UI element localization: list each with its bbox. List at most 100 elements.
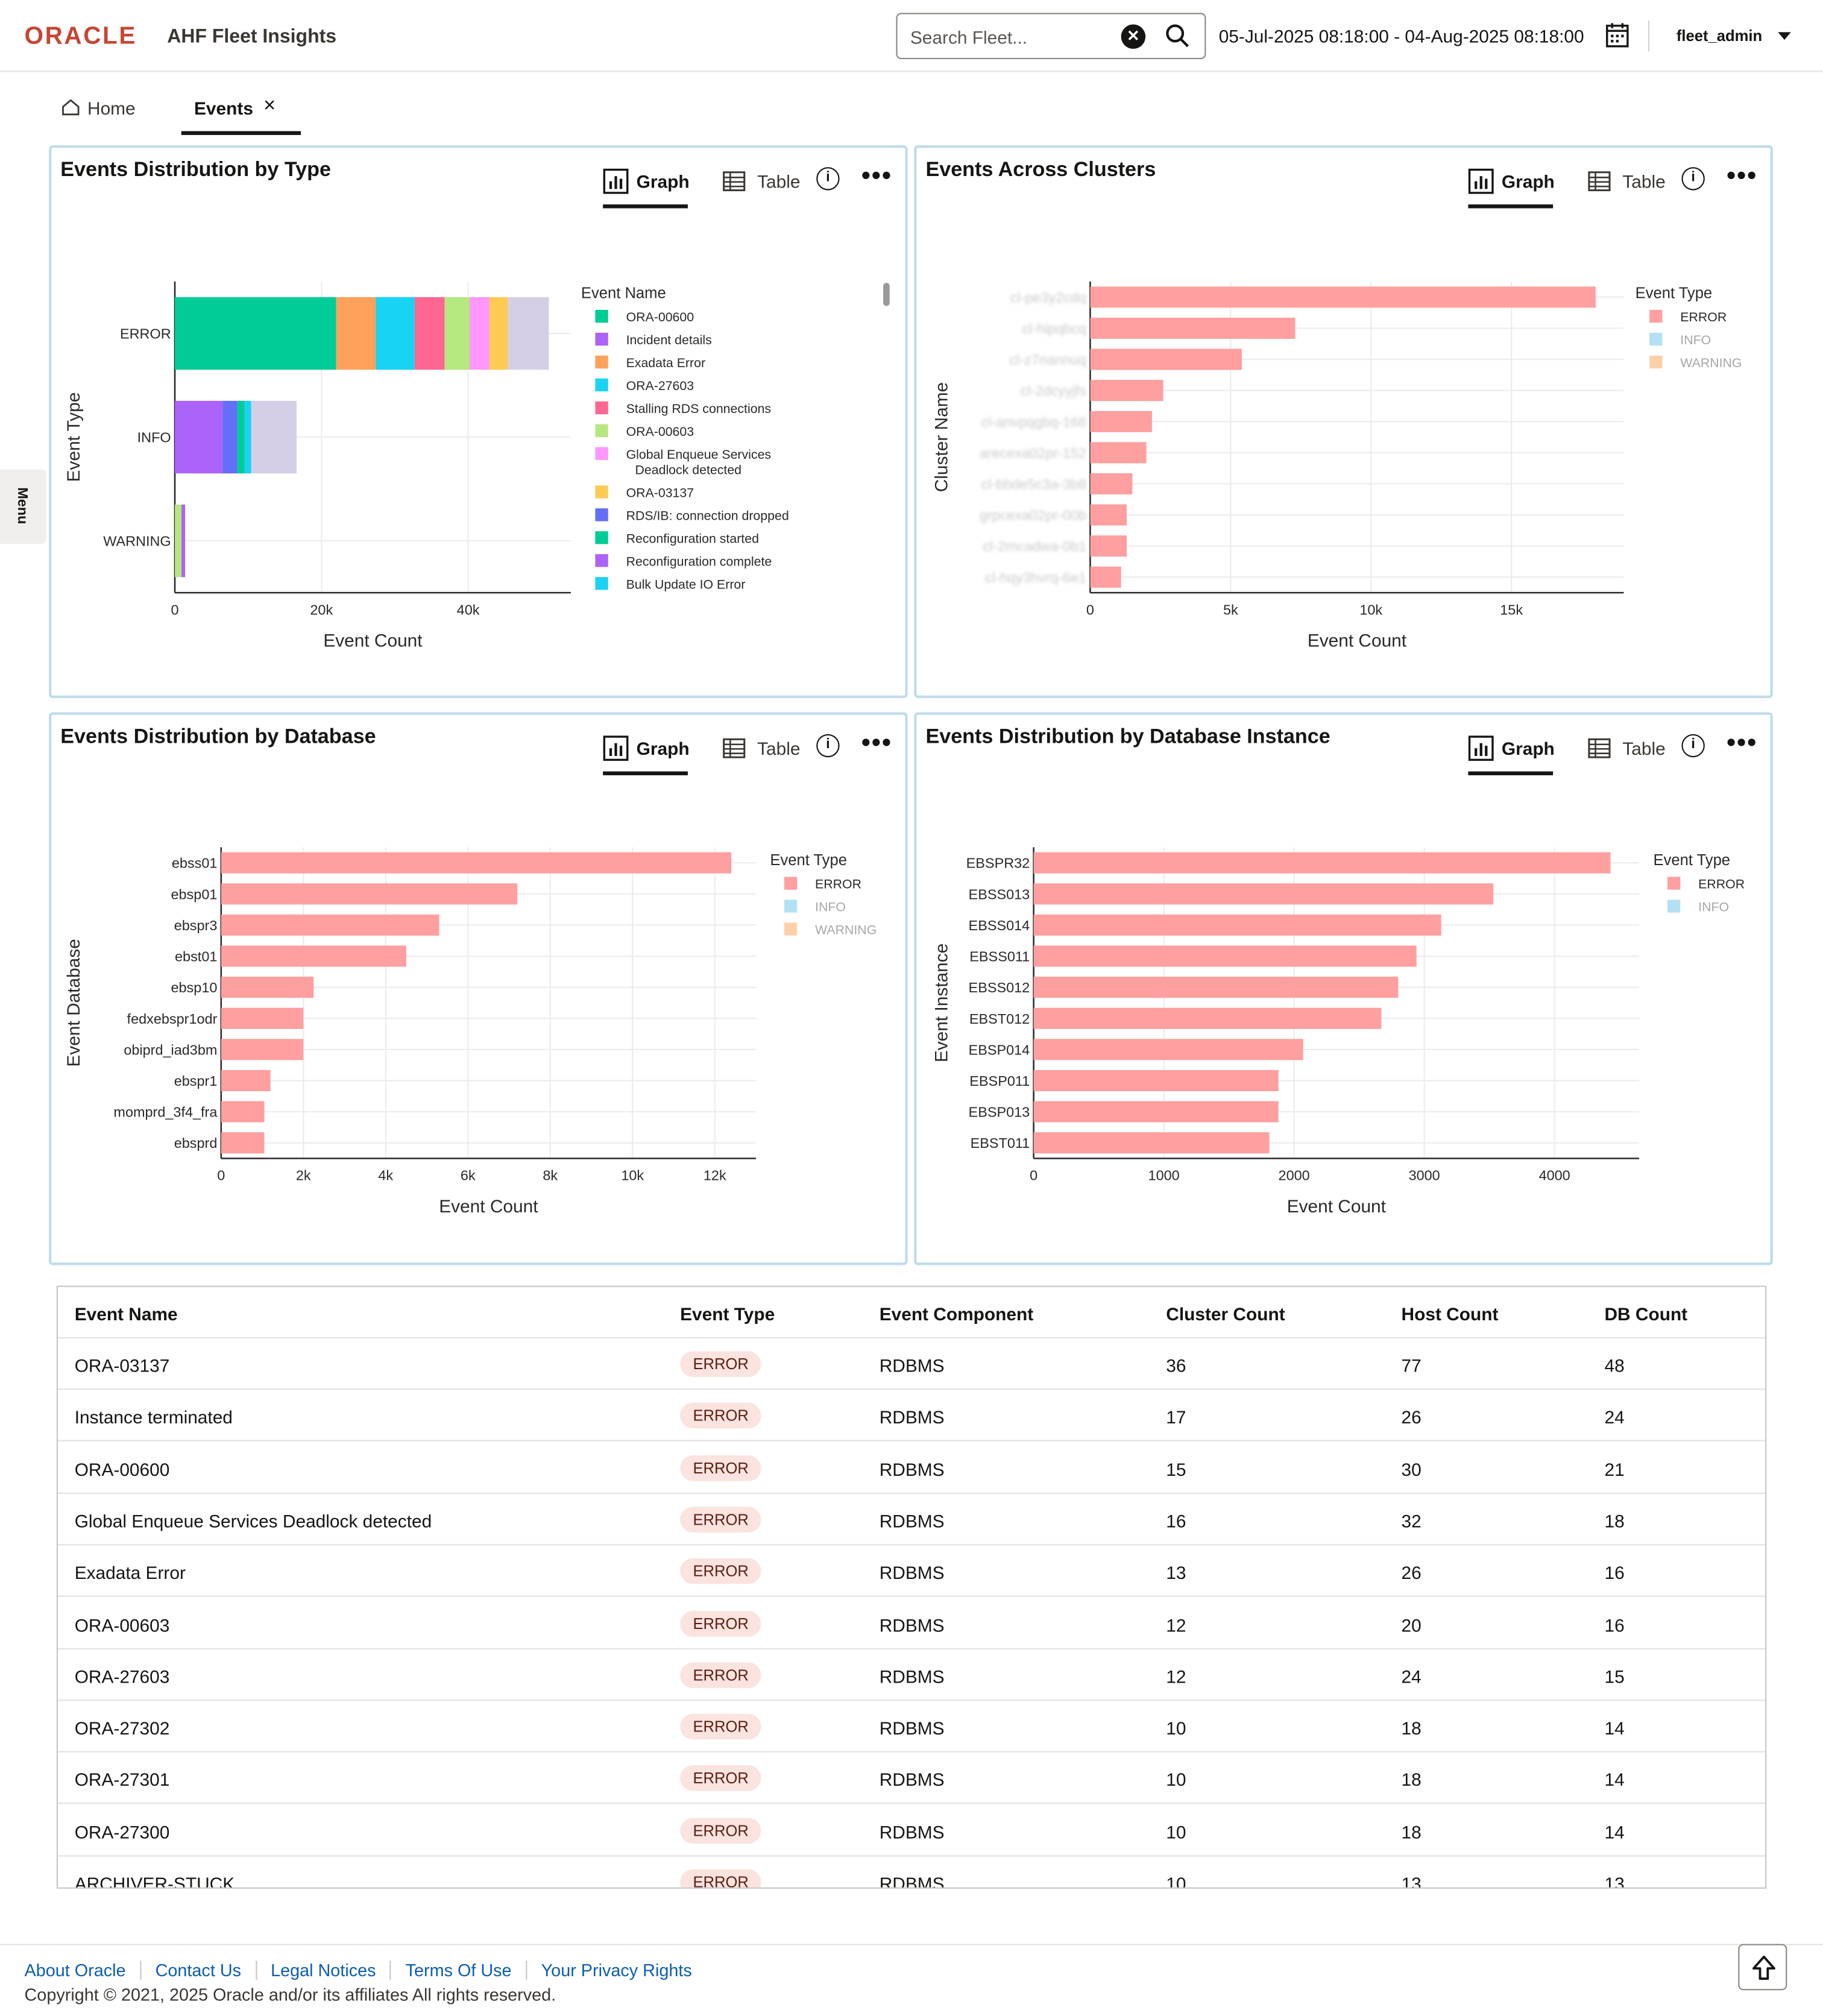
- legend-label[interactable]: Bulk Update IO Error: [626, 577, 746, 591]
- bar-error[interactable]: [221, 1132, 265, 1154]
- legend-label[interactable]: ERROR: [1698, 877, 1745, 892]
- bar-error[interactable]: [1090, 286, 1596, 308]
- bar-error[interactable]: [1033, 977, 1399, 998]
- table-row[interactable]: Exadata Error ERROR RDBMS 13 26 16: [57, 1546, 1766, 1598]
- legend-label[interactable]: Exadata Error: [626, 356, 705, 370]
- bar-error[interactable]: [1090, 442, 1147, 464]
- more-options-icon[interactable]: •••: [861, 162, 893, 191]
- bar-error[interactable]: [221, 1101, 265, 1123]
- bar-error[interactable]: [1033, 1069, 1279, 1091]
- legend-label[interactable]: INFO: [815, 900, 846, 915]
- bar-ora-03137[interactable]: [489, 297, 508, 370]
- footer-link[interactable]: Your Privacy Rights: [541, 1961, 692, 1980]
- bar-error[interactable]: [1033, 945, 1417, 967]
- bar-error[interactable]: [221, 1069, 271, 1091]
- column-header[interactable]: Event Component: [879, 1303, 1034, 1325]
- legend-label[interactable]: ORA-00603: [626, 424, 694, 439]
- bar-global-enqueue-services-deadlock-detected[interactable]: [470, 297, 490, 370]
- bar-error[interactable]: [1090, 535, 1127, 557]
- bar-ora-00603[interactable]: [175, 504, 181, 578]
- chevron-down-icon[interactable]: [1778, 32, 1791, 40]
- bar-ora-00600[interactable]: [175, 297, 336, 370]
- legend-label[interactable]: Incident details: [626, 333, 712, 347]
- more-options-icon[interactable]: •••: [1727, 729, 1758, 758]
- legend-swatch[interactable]: [595, 508, 608, 521]
- legend-label[interactable]: ERROR: [1680, 310, 1727, 324]
- table-row[interactable]: ORA-03137 ERROR RDBMS 36 77 48: [57, 1338, 1766, 1390]
- bar-error[interactable]: [1033, 1039, 1303, 1060]
- bar-error[interactable]: [221, 883, 518, 905]
- bar-error[interactable]: [1090, 566, 1121, 588]
- graph-view-button[interactable]: Graph: [1468, 168, 1555, 209]
- column-header[interactable]: Event Name: [74, 1303, 178, 1325]
- legend-swatch[interactable]: [595, 309, 608, 323]
- calendar-icon[interactable]: [1606, 22, 1629, 48]
- bar-error[interactable]: [1090, 380, 1163, 402]
- legend-label[interactable]: Reconfiguration started: [626, 531, 759, 546]
- legend-label[interactable]: Stalling RDS connections: [626, 402, 771, 416]
- legend-label[interactable]: ERROR: [815, 877, 861, 892]
- bar-error[interactable]: [221, 1039, 304, 1060]
- bar-other[interactable]: [508, 297, 549, 370]
- side-menu-toggle[interactable]: Menu: [0, 469, 46, 544]
- legend-label[interactable]: RDS/IB: connection dropped: [626, 508, 789, 523]
- clear-search-icon[interactable]: ✕: [1121, 24, 1146, 49]
- user-menu[interactable]: fleet_admin: [1676, 27, 1763, 45]
- legend-swatch[interactable]: [1667, 899, 1681, 913]
- legend-swatch[interactable]: [1649, 355, 1663, 369]
- bar-error[interactable]: [1033, 883, 1494, 905]
- oracle-logo[interactable]: ORACLE: [24, 23, 137, 51]
- legend-label[interactable]: ORA-27603: [626, 379, 694, 393]
- bar-error[interactable]: [1090, 317, 1296, 339]
- info-icon[interactable]: i: [1681, 734, 1705, 758]
- table-row[interactable]: Instance terminated ERROR RDBMS 17 26 24: [57, 1390, 1766, 1442]
- graph-view-button[interactable]: Graph: [1468, 736, 1555, 775]
- column-header[interactable]: Event Type: [680, 1303, 775, 1325]
- legend-label[interactable]: WARNING: [1680, 356, 1742, 370]
- search-icon[interactable]: [1165, 23, 1191, 49]
- more-options-icon[interactable]: •••: [1727, 162, 1758, 191]
- legend-swatch[interactable]: [595, 531, 608, 544]
- legend-swatch[interactable]: [595, 577, 608, 590]
- legend-label[interactable]: Global Enqueue Services Deadlock detected: [626, 447, 772, 477]
- table-row[interactable]: ORA-00603 ERROR RDBMS 12 20 16: [57, 1598, 1766, 1649]
- legend-swatch[interactable]: [595, 355, 608, 369]
- bar-error[interactable]: [1090, 348, 1242, 370]
- bar-error[interactable]: [1033, 1007, 1382, 1029]
- legend-label[interactable]: ORA-00600: [626, 310, 694, 324]
- bar-reconfiguration-complete[interactable]: [181, 504, 186, 578]
- search-input[interactable]: Search Fleet... ✕: [896, 13, 1206, 60]
- table-row[interactable]: ORA-27301 ERROR RDBMS 10 18 14: [57, 1753, 1766, 1804]
- legend-swatch[interactable]: [595, 447, 608, 461]
- bar-rds-ib-connection-dropped[interactable]: [222, 400, 238, 474]
- bar-error[interactable]: [1090, 411, 1152, 432]
- bar-error[interactable]: [221, 914, 439, 936]
- legend-swatch[interactable]: [1667, 877, 1681, 890]
- legend-label[interactable]: Reconfiguration complete: [626, 554, 772, 569]
- bar-bulk-update-io-error[interactable]: [244, 400, 251, 474]
- legend-swatch[interactable]: [595, 378, 608, 392]
- graph-view-button[interactable]: Graph: [603, 736, 690, 775]
- info-icon[interactable]: i: [1681, 167, 1705, 191]
- legend-swatch[interactable]: [784, 899, 798, 913]
- legend-label[interactable]: WARNING: [815, 923, 877, 937]
- legend-swatch[interactable]: [595, 332, 608, 346]
- more-options-icon[interactable]: •••: [861, 729, 893, 758]
- column-header[interactable]: DB Count: [1604, 1303, 1688, 1325]
- legend-label[interactable]: ORA-03137: [626, 485, 694, 500]
- legend-swatch[interactable]: [784, 877, 798, 890]
- scroll-to-top-button[interactable]: [1738, 1944, 1787, 1991]
- legend-label[interactable]: INFO: [1698, 900, 1729, 915]
- legend-swatch[interactable]: [595, 554, 608, 567]
- bar-error[interactable]: [1090, 473, 1133, 495]
- bar-other[interactable]: [251, 400, 297, 474]
- legend-swatch[interactable]: [1649, 309, 1663, 323]
- bar-error[interactable]: [1033, 1101, 1279, 1123]
- tab-events[interactable]: Events ×: [181, 95, 301, 135]
- column-header[interactable]: Cluster Count: [1166, 1303, 1285, 1325]
- info-icon[interactable]: i: [816, 734, 840, 758]
- table-row[interactable]: ORA-27300 ERROR RDBMS 10 18 14: [57, 1805, 1766, 1856]
- legend-swatch[interactable]: [784, 922, 798, 936]
- graph-view-button[interactable]: Graph: [603, 168, 690, 209]
- bar-incident-details[interactable]: [175, 400, 223, 474]
